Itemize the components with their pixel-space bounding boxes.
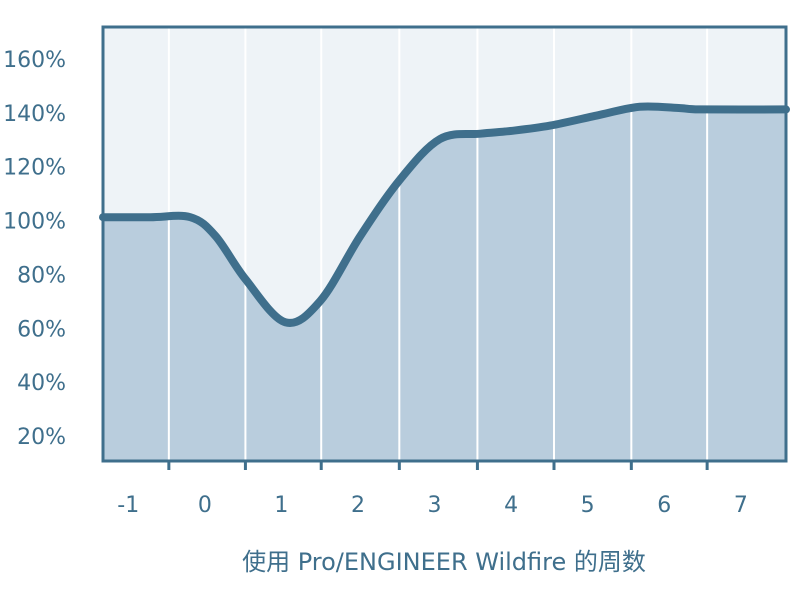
y-tick-label: 100% [3,210,66,235]
x-tick-label: 5 [581,493,595,518]
x-tick-label: 1 [274,493,288,518]
y-tick-label: 120% [3,156,66,181]
y-tick-label: 80% [17,263,66,288]
y-tick-label: 140% [3,102,66,127]
x-tick-label: 3 [428,493,442,518]
area [103,106,786,461]
x-tick-label: 6 [657,493,671,518]
y-tick-label: 160% [3,48,66,73]
x-tick-label: -1 [117,493,139,518]
x-tick-label: 0 [198,493,212,518]
x-tick-label: 7 [734,493,748,518]
y-tick-label: 60% [17,317,66,342]
line [99,102,790,327]
plot-border [101,25,788,463]
y-tick-label: 40% [17,371,66,396]
x-tick-label: 2 [351,493,365,518]
x-axis-label: 使用 Pro/ENGINEER Wildfire 的周数 [242,548,646,576]
y-tick-label: 20% [17,425,66,450]
x-tick-label: 4 [504,493,518,518]
